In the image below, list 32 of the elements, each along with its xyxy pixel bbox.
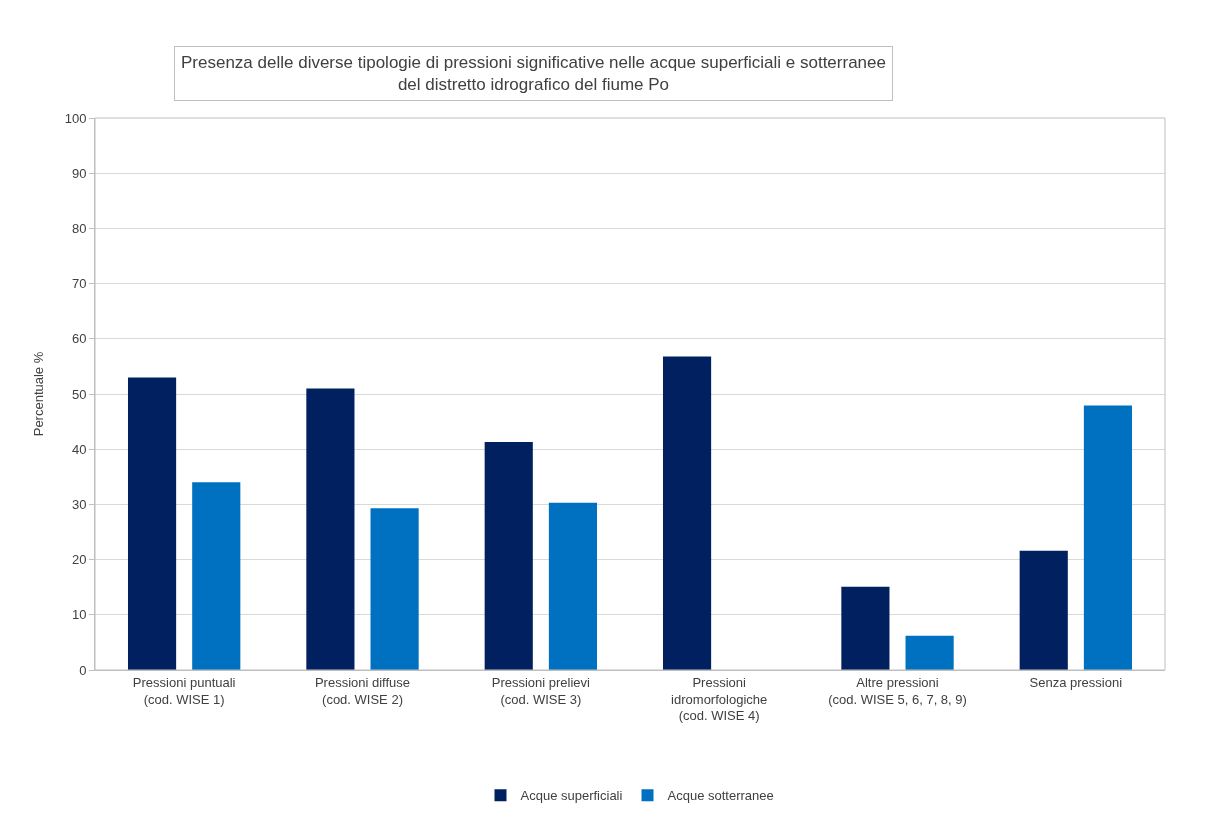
bar — [370, 508, 419, 670]
legend-label: Acque superficiali — [520, 788, 623, 804]
y-tick-label: 0 — [79, 662, 87, 678]
y-tick-label: 10 — [71, 607, 87, 623]
bar — [306, 388, 355, 670]
y-tick-label: 100 — [64, 110, 87, 126]
bar — [1083, 405, 1133, 670]
chart-title: Presenza delle diverse tipologie di pressioni significative nelle acque superficiali e sotterranee del distretto idrografico del fiume Po — [181, 53, 886, 95]
bar — [127, 377, 177, 670]
bar — [192, 482, 241, 670]
bar — [905, 635, 954, 670]
y-tick-label: 20 — [71, 552, 87, 568]
bar — [548, 502, 598, 670]
y-tick-label: 80 — [71, 220, 87, 236]
x-tick-label: Pressioni diffuse (cod. WISE 2) — [314, 674, 411, 707]
y-tick-label: 90 — [71, 165, 87, 181]
x-tick-label: Senza pressioni — [1029, 674, 1123, 690]
x-tick-label: Pressioni puntuali (cod. WISE 1) — [132, 674, 236, 707]
y-tick-label: 40 — [71, 441, 87, 457]
y-tick-label: 30 — [71, 496, 87, 512]
y-tick-label: 60 — [71, 331, 87, 347]
x-tick-label: Pressioni idromorfologiche (cod. WISE 4) — [671, 674, 768, 724]
bar — [841, 586, 890, 670]
y-tick-label: 50 — [71, 386, 87, 402]
legend-label: Acque sotterranee — [667, 788, 774, 804]
x-tick-label: Pressioni prelievi (cod. WISE 3) — [491, 674, 591, 707]
x-tick-label: Altre pressioni (cod. WISE 5, 6, 7, 8, 9) — [828, 674, 967, 707]
bar — [662, 356, 712, 670]
bar — [1019, 550, 1068, 670]
bar — [484, 442, 533, 670]
y-axis-title: Percentuale % — [30, 351, 46, 437]
y-tick-label: 70 — [71, 276, 87, 292]
